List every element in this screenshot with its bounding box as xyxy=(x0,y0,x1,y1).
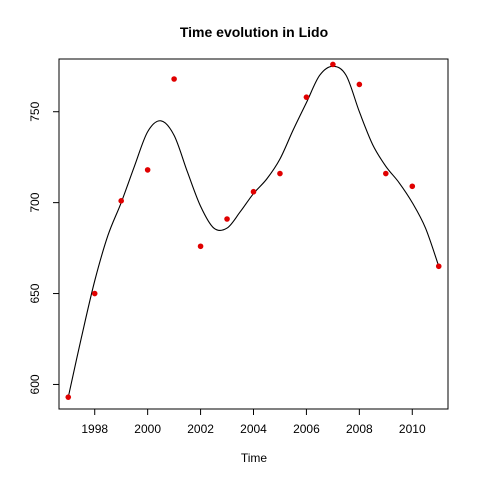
data-point xyxy=(303,94,310,100)
x-tick-label: 2006 xyxy=(293,422,320,436)
data-point xyxy=(224,216,230,222)
smooth-line xyxy=(67,65,440,398)
data-point xyxy=(65,394,72,400)
x-tick-label: 2004 xyxy=(240,422,267,436)
y-tick-label: 600 xyxy=(28,374,42,394)
x-tick-label: 2002 xyxy=(187,422,214,436)
data-point xyxy=(383,170,389,177)
x-tick-label: 2010 xyxy=(399,422,426,436)
data-point xyxy=(91,290,98,297)
data-point xyxy=(197,243,204,250)
data-point xyxy=(250,188,257,195)
plot-box xyxy=(58,58,449,410)
data-point xyxy=(409,183,416,190)
series-line-group xyxy=(67,65,440,398)
data-point xyxy=(435,263,442,270)
x-axis-label: Time xyxy=(241,451,268,465)
data-point xyxy=(171,76,177,82)
x-tick-label: 1998 xyxy=(81,422,108,436)
data-point xyxy=(277,170,283,177)
data-point xyxy=(118,198,124,204)
y-tick-label: 700 xyxy=(28,192,42,212)
y-axis: 600 650 700 750 xyxy=(28,101,59,394)
y-tick-label: 750 xyxy=(28,101,42,121)
data-point xyxy=(330,61,336,68)
x-tick-label: 2008 xyxy=(346,422,373,436)
x-tick-label: 2000 xyxy=(134,422,161,436)
y-tick-label: 650 xyxy=(28,283,42,303)
data-point xyxy=(356,81,363,88)
series-points-group xyxy=(65,61,442,400)
chart-title: Time evolution in Lido xyxy=(180,24,328,40)
x-axis: 1998 2000 2002 2004 2006 2008 2010 xyxy=(81,409,426,436)
data-point xyxy=(144,167,151,173)
